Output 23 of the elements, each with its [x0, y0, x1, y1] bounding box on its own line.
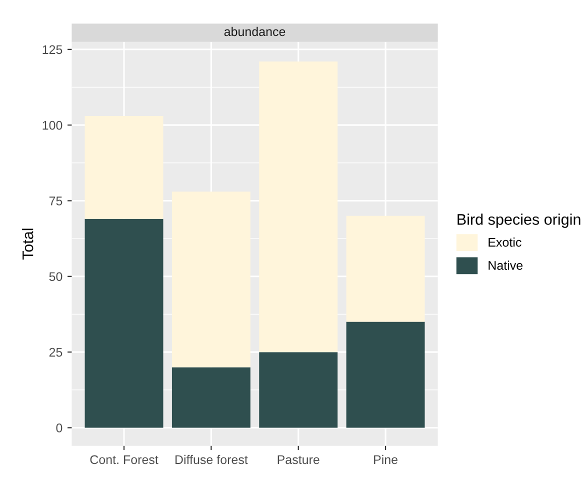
- bar: [172, 192, 250, 368]
- y-tick-label: 0: [56, 424, 62, 432]
- y-tick-label: 25: [49, 348, 62, 357]
- bar: [259, 352, 338, 428]
- bar: [346, 322, 425, 428]
- bar: [259, 62, 338, 352]
- x-tick-label: Pine: [374, 454, 398, 464]
- legend-label: Exotic: [488, 238, 522, 247]
- legend-title: Bird species origin: [458, 214, 580, 228]
- y-tick-label: 125: [42, 45, 62, 54]
- chart-title: abundance: [224, 26, 286, 36]
- bar: [84, 218, 164, 428]
- legend-label: Native: [488, 260, 523, 270]
- y-tick-label: 100: [42, 120, 62, 130]
- bar: [84, 116, 164, 219]
- y-axis-title: Total: [22, 228, 34, 260]
- bar: [346, 216, 425, 322]
- y-tick-label: 75: [49, 196, 62, 206]
- x-tick-label: Cont. Forest: [90, 455, 158, 464]
- x-tick-label: Diffuse forest: [176, 454, 248, 464]
- x-tick-label: Pasture: [278, 455, 320, 464]
- y-tick-label: 50: [49, 272, 62, 282]
- bar: [172, 367, 250, 428]
